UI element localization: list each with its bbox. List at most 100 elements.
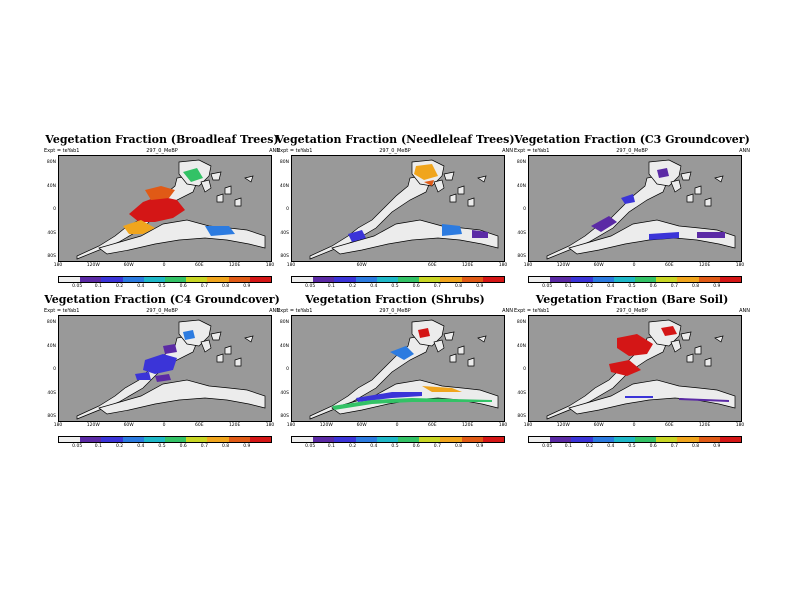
land-outline-6 bbox=[467, 357, 475, 367]
colorbar-tick-label: 0.7 bbox=[433, 284, 441, 289]
lon-tick-label: 0 bbox=[162, 423, 166, 428]
vegetation-fraction-field-4 bbox=[155, 374, 171, 382]
lon-tick-label: 60W bbox=[356, 423, 367, 428]
colorbar-segment bbox=[719, 277, 742, 282]
experiment-label: Expt = teYab1 bbox=[514, 148, 550, 154]
lat-tick-label: 40S bbox=[280, 230, 289, 236]
vegetation-fraction-field-2 bbox=[332, 398, 492, 410]
colorbar-segment bbox=[334, 437, 356, 442]
colorbar-segment bbox=[207, 277, 229, 282]
colorbar-segment bbox=[677, 437, 699, 442]
map-svg bbox=[76, 319, 266, 420]
run-label: 297_0_MeBP bbox=[379, 148, 411, 154]
vegetation-fraction-field-3 bbox=[348, 230, 366, 242]
lon-tick-label: 180 bbox=[498, 263, 508, 268]
land-outline-3 bbox=[670, 179, 682, 193]
colorbar-tick-label: 0.05 bbox=[72, 284, 83, 289]
colorbar-tick-label: 0.6 bbox=[412, 284, 420, 289]
lat-tick-label: 40S bbox=[47, 230, 56, 236]
colorbar-tick-label: 0.1 bbox=[94, 444, 102, 449]
lat-tick-label: 40S bbox=[280, 390, 289, 396]
season-label: ANN bbox=[739, 308, 750, 314]
colorbar-tick-label: 0.7 bbox=[433, 444, 441, 449]
land-outline-8 bbox=[244, 175, 254, 183]
colorbar-segment bbox=[440, 277, 462, 282]
colorbar-tick-label: 0.2 bbox=[586, 444, 594, 449]
vegetation-fraction-field-3 bbox=[183, 168, 203, 182]
season-label: ANN bbox=[269, 308, 280, 314]
colorbar-tick-label: 0.1 bbox=[564, 284, 572, 289]
land-outline-5 bbox=[224, 185, 232, 195]
vegetation-fraction-field-0 bbox=[143, 354, 177, 374]
colorbar-segment bbox=[698, 277, 720, 282]
colorbar-segment bbox=[59, 277, 81, 282]
lon-tick-label: 60E bbox=[665, 263, 674, 268]
lon-tick-label: 0 bbox=[632, 423, 636, 428]
map-panel-shrubs: Vegetation Fraction (Shrubs) Expt = teYab… bbox=[275, 293, 515, 453]
land-outline-7 bbox=[216, 193, 224, 203]
vegetation-fraction-field-4 bbox=[697, 232, 725, 238]
lon-tick-label: 180 bbox=[735, 423, 745, 428]
lat-tick-label: 80N bbox=[279, 160, 289, 165]
colorbar-tick-label: 0.1 bbox=[564, 444, 572, 449]
lat-tick-label: 80S bbox=[517, 254, 526, 259]
colorbar-segment bbox=[719, 437, 742, 442]
vegetation-fraction-field-0 bbox=[129, 196, 185, 222]
lon-tick-label: 120W bbox=[556, 423, 570, 428]
lon-tick-label: 120E bbox=[228, 263, 241, 268]
colorbar-segment bbox=[419, 437, 441, 442]
colorbar-tick-label: 0.6 bbox=[649, 284, 657, 289]
land-outline-4 bbox=[443, 171, 455, 181]
map-svg bbox=[546, 319, 736, 420]
colorbar-tick-label: 0.2 bbox=[349, 284, 357, 289]
colorbar-tick-label: 0.6 bbox=[649, 444, 657, 449]
map-svg bbox=[76, 159, 266, 260]
colorbar-tick-label: 0.05 bbox=[305, 284, 316, 289]
lat-tick-label: 0 bbox=[523, 367, 526, 372]
land-outline-6 bbox=[467, 197, 475, 207]
colorbar-segment bbox=[292, 437, 314, 442]
colorbar-segment bbox=[376, 277, 399, 282]
map-area bbox=[58, 155, 272, 262]
colorbar bbox=[528, 436, 742, 443]
lat-tick-label: 0 bbox=[53, 367, 56, 372]
colorbar-segment bbox=[101, 277, 123, 282]
colorbar-tick-label: 0.9 bbox=[713, 284, 721, 289]
colorbar-tick-label: 0.6 bbox=[179, 444, 187, 449]
land-outline-4 bbox=[210, 171, 222, 181]
lat-tick-label: 0 bbox=[523, 207, 526, 212]
panel-title: Vegetation Fraction (Bare Soil) bbox=[535, 293, 729, 306]
land-outline-4 bbox=[210, 331, 222, 341]
land-outline-0 bbox=[546, 175, 668, 260]
vegetation-fraction-field-2 bbox=[657, 168, 669, 178]
colorbar bbox=[291, 276, 505, 283]
map-area bbox=[528, 315, 742, 422]
map-svg bbox=[309, 319, 499, 420]
colorbar-segment bbox=[698, 437, 720, 442]
lon-tick-label: 120E bbox=[698, 423, 711, 428]
colorbar-segment bbox=[440, 437, 462, 442]
colorbar-tick-label: 0.4 bbox=[137, 284, 145, 289]
vegetation-fraction-field-3 bbox=[625, 396, 653, 398]
vegetation-fraction-field-2 bbox=[183, 330, 195, 340]
colorbar-segment bbox=[419, 277, 441, 282]
colorbar-tick-label: 0.7 bbox=[200, 444, 208, 449]
lon-tick-label: 180 bbox=[265, 263, 275, 268]
lon-tick-label: 180 bbox=[498, 423, 508, 428]
map-panel-c3-groundcover: Vegetation Fraction (C3 Groundcover) Expt… bbox=[512, 133, 752, 293]
colorbar-segment bbox=[165, 277, 187, 282]
colorbar bbox=[58, 436, 272, 443]
lat-tick-label: 0 bbox=[286, 207, 289, 212]
lon-tick-label: 180 bbox=[53, 423, 63, 428]
colorbar-segment bbox=[186, 277, 208, 282]
colorbar-tick-label: 0.4 bbox=[370, 284, 378, 289]
colorbar-tick-label: 0.9 bbox=[243, 444, 251, 449]
colorbar-segment bbox=[635, 437, 657, 442]
lon-tick-label: 120E bbox=[461, 423, 474, 428]
lon-tick-label: 60W bbox=[123, 423, 134, 428]
colorbar bbox=[528, 276, 742, 283]
lon-tick-label: 180 bbox=[523, 423, 533, 428]
vegetation-fraction-field-1 bbox=[145, 186, 175, 200]
colorbar-tick-label: 0.8 bbox=[222, 284, 230, 289]
map-panel-c4-groundcover: Vegetation Fraction (C4 Groundcover) Expt… bbox=[42, 293, 282, 453]
